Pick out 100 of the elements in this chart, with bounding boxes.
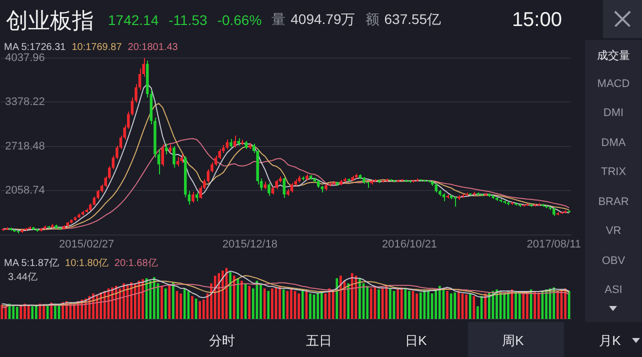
text: -11.53 bbox=[168, 12, 208, 28]
bar bbox=[468, 294, 472, 319]
text: 额 bbox=[365, 11, 380, 29]
bar bbox=[518, 294, 521, 319]
text: DMA bbox=[600, 136, 627, 148]
text: MA 5:1726.31 bbox=[4, 42, 66, 53]
bar bbox=[180, 294, 182, 319]
text: ASI bbox=[604, 284, 624, 296]
text: DMI bbox=[602, 107, 625, 119]
bar bbox=[290, 288, 292, 319]
bar bbox=[267, 290, 270, 319]
bar bbox=[172, 282, 174, 319]
bar bbox=[389, 288, 392, 319]
text: -0.66% bbox=[217, 12, 262, 28]
bar bbox=[16, 306, 18, 319]
bar bbox=[564, 288, 566, 319]
text: 20:1801.43 bbox=[128, 42, 178, 53]
bar bbox=[534, 290, 536, 319]
bar bbox=[514, 290, 517, 319]
bar bbox=[396, 289, 399, 319]
text: 分时 bbox=[208, 332, 236, 350]
text: BRAR bbox=[597, 196, 630, 208]
bar bbox=[35, 305, 38, 319]
bar bbox=[191, 296, 194, 319]
y-tick-label: 4037.96 bbox=[5, 52, 45, 64]
bar bbox=[229, 272, 232, 319]
bar bbox=[260, 283, 262, 319]
bar bbox=[149, 280, 152, 319]
bar bbox=[301, 289, 304, 319]
bar bbox=[328, 288, 330, 319]
bar bbox=[465, 294, 468, 319]
bar bbox=[24, 304, 26, 319]
bar bbox=[427, 290, 430, 319]
text: 量 bbox=[272, 11, 286, 29]
bar bbox=[320, 290, 323, 319]
bar bbox=[556, 290, 559, 319]
text: 月K bbox=[598, 332, 622, 350]
bar bbox=[340, 276, 342, 319]
text: VR bbox=[604, 225, 622, 237]
series-label: 20:1.68亿 bbox=[114, 258, 158, 269]
bar bbox=[408, 290, 410, 319]
bar bbox=[538, 292, 540, 319]
bar bbox=[240, 280, 243, 319]
bar bbox=[31, 306, 34, 319]
bar bbox=[218, 273, 220, 319]
bar bbox=[347, 283, 350, 319]
bar bbox=[419, 292, 422, 319]
bar bbox=[458, 290, 460, 319]
text: 10:1769.87 bbox=[72, 42, 122, 53]
bar bbox=[503, 292, 506, 319]
bar bbox=[160, 286, 163, 319]
bar bbox=[248, 286, 250, 319]
bar bbox=[438, 286, 441, 319]
bar bbox=[122, 283, 125, 319]
bar bbox=[385, 286, 388, 319]
text: 成交量 bbox=[596, 48, 631, 63]
bar bbox=[416, 294, 418, 319]
bar bbox=[378, 289, 380, 319]
bar bbox=[358, 278, 361, 319]
x-tick-label: 2017/08/11 bbox=[526, 238, 582, 250]
bar bbox=[73, 304, 76, 319]
chart-title: 创业板指 bbox=[6, 7, 94, 35]
y-tick-label: 2058.74 bbox=[5, 184, 45, 197]
text: MA 5:1.87亿 bbox=[4, 258, 60, 269]
bar bbox=[4, 306, 7, 319]
bar bbox=[309, 294, 312, 319]
text: 10:1.80亿 bbox=[65, 258, 108, 269]
bar bbox=[298, 294, 300, 319]
bar bbox=[336, 278, 338, 319]
bar bbox=[222, 270, 224, 319]
bar bbox=[183, 288, 186, 319]
bar bbox=[350, 273, 354, 319]
bar bbox=[488, 292, 490, 319]
text: 日K bbox=[404, 332, 428, 350]
bar bbox=[484, 294, 486, 319]
annotation: 3.44亿 bbox=[8, 271, 38, 284]
x-tick-label: 2016/10/21 bbox=[382, 238, 438, 250]
bar bbox=[434, 288, 438, 319]
y-tick-label: 3378.22 bbox=[5, 96, 45, 108]
bar bbox=[104, 290, 106, 319]
text: 周K bbox=[501, 332, 525, 350]
text: 15:00 bbox=[512, 8, 562, 32]
bar bbox=[370, 288, 372, 319]
bar bbox=[278, 286, 281, 319]
text: 1742.14 bbox=[108, 12, 159, 28]
bar bbox=[198, 301, 201, 319]
bar bbox=[134, 283, 136, 319]
text: MACD bbox=[596, 78, 631, 90]
text: 637.55亿 bbox=[384, 11, 442, 29]
bar bbox=[366, 286, 368, 319]
x-tick-label: 2015/02/27 bbox=[59, 238, 114, 250]
bar bbox=[552, 287, 556, 319]
bar bbox=[232, 276, 236, 319]
bar bbox=[130, 282, 132, 319]
text: TRIX bbox=[600, 166, 628, 178]
bar bbox=[12, 305, 14, 319]
bar bbox=[271, 288, 274, 319]
text: 五日 bbox=[305, 332, 333, 350]
text: 4094.79万 bbox=[290, 11, 356, 29]
bar bbox=[142, 279, 144, 319]
